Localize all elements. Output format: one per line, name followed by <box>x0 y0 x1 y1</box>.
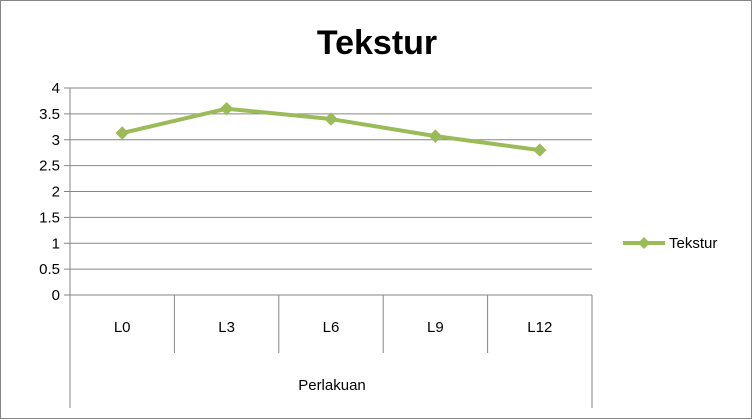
x-category-label: L12 <box>527 319 552 336</box>
data-point-marker <box>533 143 547 157</box>
y-tick-label: 0 <box>52 287 60 304</box>
y-tick-label: 1 <box>52 235 60 252</box>
chart-title: Tekstur <box>317 24 437 62</box>
data-point-marker <box>428 129 443 143</box>
data-point-marker <box>219 101 234 116</box>
x-axis-title: Perlakuan <box>298 377 366 394</box>
y-axis-tick-labels: 0 0.5 1 1.5 2 2.5 3 3.5 4 <box>39 80 60 304</box>
axes <box>64 87 593 408</box>
data-point-marker <box>324 112 338 126</box>
x-category-label: L6 <box>323 319 340 336</box>
legend: Tekstur <box>623 235 717 252</box>
y-tick-label: 1.5 <box>39 209 60 226</box>
legend-label: Tekstur <box>669 235 717 252</box>
y-tick-label: 2.5 <box>39 158 60 175</box>
series-layer <box>115 101 547 157</box>
x-axis-category-labels: L0 L3 L6 L9 L12 <box>114 319 552 336</box>
y-tick-label: 2 <box>52 184 60 201</box>
y-tick-label: 0.5 <box>39 261 60 278</box>
legend-diamond-marker <box>638 237 650 249</box>
x-category-label: L0 <box>114 319 131 336</box>
x-category-label: L9 <box>427 319 444 336</box>
y-tick-label: 3 <box>52 132 60 149</box>
gridlines <box>70 87 592 270</box>
y-tick-label: 3.5 <box>39 106 60 123</box>
x-category-label: L3 <box>218 319 235 336</box>
data-point-marker <box>115 126 129 140</box>
y-tick-label: 4 <box>52 80 60 97</box>
